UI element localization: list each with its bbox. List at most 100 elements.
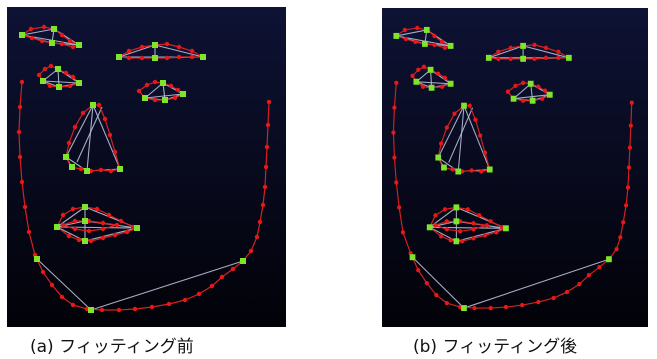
mouthOuter-point (60, 212, 66, 218)
mouthOuter-point (465, 207, 470, 212)
jaw-point (628, 123, 633, 128)
jaw-point (196, 291, 202, 297)
jaw-point (444, 300, 449, 306)
mouthOuter-point (112, 232, 118, 238)
landmark-marker (566, 54, 572, 61)
nose-point (482, 150, 488, 155)
jaw-point (59, 294, 65, 300)
jaw-point (586, 272, 591, 278)
mesh-line (437, 157, 459, 172)
landmark-marker (19, 32, 25, 38)
mouthInner-point (114, 222, 120, 228)
landmark-marker (453, 204, 460, 211)
landmark-marker (69, 164, 75, 170)
panel-background (382, 8, 648, 327)
caption-after-fitting: (b) フィッティング後 (413, 337, 578, 357)
rightBrow-point (496, 49, 501, 55)
jaw-point (230, 266, 236, 272)
mouthOuter-point (448, 238, 453, 243)
leftBrow-point (403, 36, 408, 42)
leftEye-point (48, 63, 54, 69)
jaw-point (551, 295, 556, 301)
jaw-point (621, 220, 626, 225)
jaw-point (40, 269, 46, 275)
nose-point (473, 117, 478, 122)
jaw-point (132, 306, 138, 312)
jaw-point (618, 235, 623, 240)
landmark-marker (510, 95, 517, 102)
landmark-marker (423, 26, 430, 33)
mouthOuter-point (459, 239, 465, 244)
jaw-point (265, 122, 271, 128)
nose-point (78, 166, 84, 172)
landmark-marker (455, 168, 462, 175)
rightEye-point (513, 83, 518, 88)
rightBrow-point (556, 49, 561, 55)
mesh-line (90, 260, 244, 311)
jaw-point (209, 283, 215, 289)
leftEye-point (410, 73, 415, 78)
landmark-marker (84, 168, 90, 174)
landmark-marker (606, 256, 612, 263)
leftBrow-point (39, 38, 45, 44)
mesh-line (84, 227, 138, 242)
nose-point (108, 168, 114, 174)
mouthInner-point (444, 219, 449, 224)
jaw-point (536, 299, 541, 305)
jaw-point (394, 80, 399, 85)
jaw-point (116, 307, 122, 313)
landmark-marker (82, 218, 88, 224)
jaw-point (99, 307, 105, 313)
mouthOuter-point (100, 235, 106, 241)
caption-before-fitting: (a) フィッティング前 (30, 337, 194, 357)
leftBrow-point (67, 38, 73, 44)
nose-contour (437, 105, 491, 173)
jaw-point (394, 180, 399, 185)
landmark-marker (520, 42, 526, 49)
nose-point (444, 125, 449, 130)
mesh-line (448, 107, 474, 163)
landmark-marker (529, 97, 536, 104)
landmark-marker (503, 225, 509, 232)
jaw-point (392, 155, 397, 160)
rightBrow-point (164, 41, 170, 47)
jaw-point (577, 281, 582, 287)
nose-point (80, 110, 86, 116)
jaw-point (248, 248, 254, 254)
leftBrow-point (432, 33, 437, 39)
nose-point (102, 116, 108, 122)
rightEye-point (536, 84, 541, 89)
rightBrow-point (126, 55, 132, 61)
nose-point (112, 149, 118, 155)
leftBrow-point (415, 25, 420, 31)
mesh-line (65, 156, 88, 172)
nose-point (72, 124, 78, 130)
landmark-marker (461, 102, 467, 109)
jaw-point (614, 247, 619, 252)
rightBrow-point (189, 54, 195, 60)
nose-contour (65, 104, 121, 172)
mouthOuter-point (70, 206, 76, 212)
mouthInner-point (72, 226, 78, 232)
leftBrow-point (29, 35, 35, 41)
rightBrow-point (176, 54, 182, 60)
panel-background (7, 7, 286, 327)
nose-point (467, 103, 472, 108)
rightBrow-point (543, 55, 549, 61)
landmark-marker (49, 40, 55, 46)
jaw-point (488, 305, 493, 311)
landmark-marker (461, 305, 467, 312)
mesh-line (416, 81, 451, 85)
landmark-marker (76, 42, 82, 48)
jaw-point (629, 100, 634, 105)
leftBrow-point (28, 26, 34, 32)
jaw-point (182, 297, 188, 303)
mouthInner-point (100, 220, 106, 226)
landmark-marker (82, 204, 88, 210)
jaw-point (19, 79, 25, 85)
rightBrow-point (556, 55, 561, 61)
jaw-point (266, 99, 272, 105)
rightBrow-point (532, 42, 537, 48)
rightBrow-point (176, 44, 182, 50)
rightBrow-point (126, 48, 132, 54)
